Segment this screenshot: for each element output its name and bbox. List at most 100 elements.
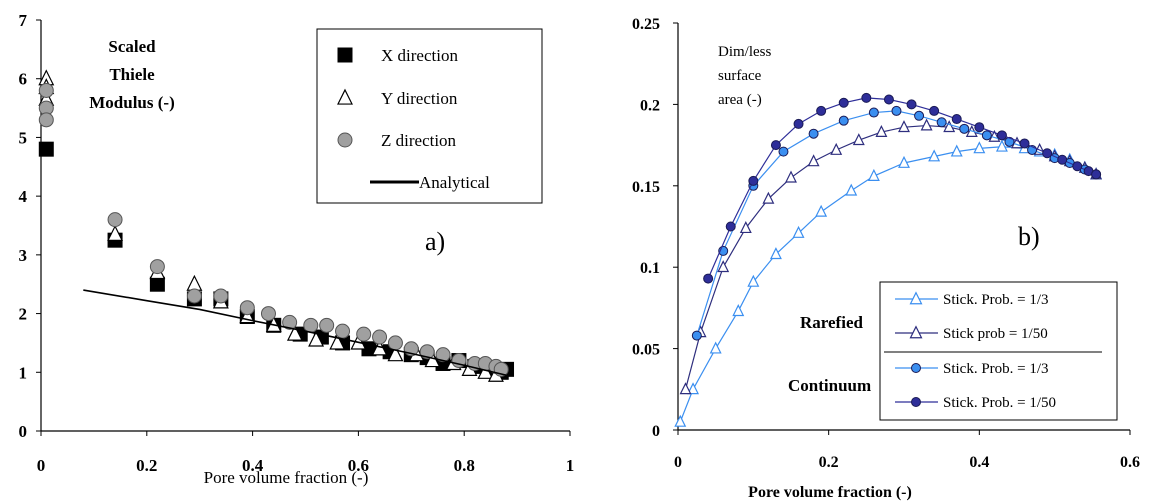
panel-b-series-1-point bbox=[920, 118, 933, 131]
panel-b-series-0-point bbox=[709, 341, 722, 354]
panel-b-series-0-point bbox=[732, 304, 745, 317]
panel-b-series-3-point bbox=[748, 175, 759, 186]
panel-a-series-2-point bbox=[419, 344, 435, 360]
panel-b-series-3-point bbox=[1042, 148, 1053, 159]
legend-marker-1 bbox=[909, 325, 923, 339]
panel-b-series-3-point bbox=[770, 140, 781, 151]
legend-marker-0 bbox=[909, 291, 923, 305]
panel-b-series-2-point bbox=[808, 128, 819, 139]
panel-b-series-1-point bbox=[785, 170, 797, 183]
panel-a-series-2-point bbox=[372, 329, 388, 345]
x-tick-label: 0.8 bbox=[454, 456, 475, 475]
panel-a-series-1-point bbox=[186, 274, 203, 291]
panel-b-legend-box bbox=[879, 281, 1118, 421]
panel-b-series-0-point bbox=[815, 204, 828, 217]
y-tick-label: 3 bbox=[19, 246, 28, 265]
panel-b-series-3-point bbox=[703, 273, 714, 284]
panel-b-annotation-line: surface bbox=[718, 68, 762, 84]
panel-b-series-2-point bbox=[868, 107, 879, 118]
x-tick-label: 0.6 bbox=[1120, 454, 1140, 471]
panel-a-annotation-line: Scaled bbox=[108, 37, 156, 56]
panel-a-axes: 0 1 2 3 4 5 6 7 0 0.2 0.4 0.6 0.8 1 bbox=[19, 11, 575, 475]
panel-a-data bbox=[38, 69, 515, 382]
panel-a-series-2-point bbox=[239, 300, 255, 316]
panel-b-series-0-point bbox=[687, 382, 700, 395]
panel-b-series-2-point bbox=[936, 117, 947, 128]
y-tick-label: 1 bbox=[19, 363, 28, 382]
panel-b-series-2-point bbox=[838, 115, 849, 126]
panel-b-annotation: Dim/less surface area (-) bbox=[718, 44, 771, 108]
panel-b-series-1-point bbox=[762, 191, 775, 204]
panel-b-series-2-point bbox=[691, 330, 702, 341]
panel-b-series-3-point bbox=[1091, 169, 1102, 180]
y-tick-label: 0 bbox=[652, 423, 660, 440]
panel-b-series-0-point bbox=[674, 414, 687, 427]
panel-b-series-2-point bbox=[981, 130, 992, 141]
panel-b-series-3-point bbox=[838, 97, 849, 108]
panel-a-series-0-point bbox=[38, 141, 54, 157]
panel-a-series-2-point bbox=[387, 335, 403, 351]
y-tick-label: 6 bbox=[19, 70, 28, 89]
panel-b-series-0-point bbox=[769, 247, 782, 260]
panel-b-annotation-line: area (-) bbox=[718, 92, 762, 108]
x-tick-label: 0.2 bbox=[819, 454, 839, 471]
panel-b-series-0-point bbox=[995, 139, 1008, 152]
y-tick-label: 0.25 bbox=[632, 16, 660, 33]
panel-a-series-2-point bbox=[186, 288, 202, 304]
panel-b-series-3-point bbox=[906, 99, 917, 110]
x-tick-label: 0 bbox=[674, 454, 682, 471]
panel-b-series-1-point bbox=[852, 133, 865, 146]
panel-b: 0 0.05 0.1 0.15 0.2 0.25 0 0.2 0.4 0.6 Dim/less s… bbox=[632, 16, 1140, 501]
panel-b-series-1-point bbox=[943, 120, 956, 133]
panel-b-series-1-point bbox=[875, 124, 888, 137]
panel-b-annotation-line: Dim/less bbox=[718, 44, 771, 60]
legend-marker-3 bbox=[911, 397, 921, 407]
panel-b-label: b) bbox=[1018, 222, 1040, 251]
panel-b-series-0-point bbox=[845, 183, 858, 196]
panel-a-series-1-point bbox=[308, 330, 325, 347]
panel-b-series-0-point bbox=[747, 274, 760, 287]
panel-a-xlabel: Pore volume fraction (-) bbox=[204, 468, 369, 487]
x-tick-label: 0 bbox=[37, 456, 46, 475]
panel-b-series-3-point bbox=[996, 130, 1007, 141]
y-tick-label: 0 bbox=[19, 422, 28, 441]
panel-b-series-1-point bbox=[898, 120, 910, 133]
legend-label-rarefied-1-50: Stick prob = 1/50 bbox=[943, 326, 1048, 342]
y-tick-label: 0.1 bbox=[640, 260, 660, 277]
x-tick-label: 0.6 bbox=[348, 456, 369, 475]
panel-a-annotation-line: Modulus (-) bbox=[89, 93, 174, 112]
panel-a-legend-box bbox=[316, 28, 543, 204]
legend-label-y-direction: Y direction bbox=[381, 89, 458, 108]
panel-a-series-1-point bbox=[387, 345, 404, 362]
panel-a-series-2-point bbox=[213, 288, 229, 304]
panel-a-annotation: Scaled Thiele Modulus (-) bbox=[89, 37, 174, 112]
panel-b-series-2-point bbox=[1004, 136, 1015, 147]
panel-b-data bbox=[674, 92, 1103, 427]
panel-b-series-3-point bbox=[1019, 138, 1030, 149]
panel-a-series-2-point bbox=[38, 112, 54, 128]
panel-a-series-2-point bbox=[149, 259, 165, 275]
panel-a-series-2-point bbox=[319, 317, 335, 333]
panel-a-annotation-line: Thiele bbox=[109, 65, 155, 84]
panel-a-series-2-point bbox=[435, 347, 451, 363]
panel-b-series-3-point bbox=[725, 221, 736, 232]
legend-marker-x-direction bbox=[337, 47, 353, 63]
legend-label-analytical: Analytical bbox=[419, 173, 490, 192]
panel-b-series-0-point bbox=[973, 141, 986, 154]
panel-b-series-1-point bbox=[679, 382, 692, 395]
panel-b-series-0-point bbox=[792, 225, 805, 238]
panel-b-series-1-point bbox=[830, 142, 843, 155]
legend-label-z-direction: Z direction bbox=[381, 131, 457, 150]
analytical-line bbox=[83, 289, 507, 377]
panel-b-series-0-point bbox=[898, 155, 910, 168]
panel-a-series-1-point bbox=[329, 333, 346, 350]
legend-marker-y-direction bbox=[337, 88, 353, 105]
region-label-continuum: Continuum bbox=[788, 376, 871, 395]
x-tick-label: 0.2 bbox=[136, 456, 157, 475]
panel-b-series-1-point bbox=[807, 154, 820, 167]
x-tick-label: 0.4 bbox=[242, 456, 264, 475]
panel-b-series-3-point bbox=[793, 118, 804, 129]
panel-b-series-0-point bbox=[867, 168, 880, 181]
panel-b-series-0-point bbox=[928, 149, 941, 162]
